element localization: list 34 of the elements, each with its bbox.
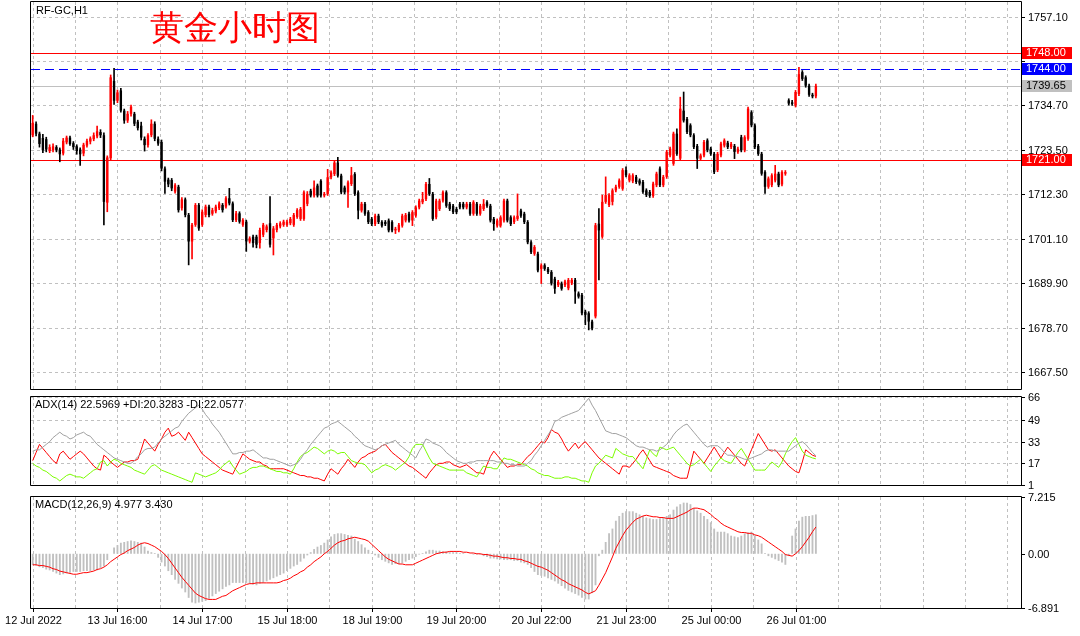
- y-tick-label: 1734.70: [1028, 98, 1068, 111]
- y-tick-label: 1678.70: [1028, 321, 1068, 334]
- x-tick-label: 12 Jul 2022: [5, 614, 62, 627]
- x-tick-label: 25 Jul 00:00: [681, 614, 742, 627]
- ref-line-label: 1721.00: [1026, 153, 1066, 166]
- y-tick-label: -6.891: [1028, 601, 1060, 614]
- x-tick-label: 18 Jul 19:00: [342, 614, 403, 627]
- x-tick-label: 15 Jul 18:00: [257, 614, 318, 627]
- y-tick-label: 1757.10: [1028, 10, 1068, 23]
- chart-title: MACD(12,26,9) 4.977 3.430: [35, 498, 173, 511]
- ref-line-label: 1744.00: [1026, 62, 1066, 75]
- ref-line-label: 1748.00: [1026, 46, 1066, 59]
- chart-title: ADX(14) 22.5969 +DI:20.3283 -DI:22.0577: [35, 398, 244, 411]
- y-tick-label: 1: [1028, 478, 1035, 491]
- x-tick-label: 14 Jul 17:00: [172, 614, 233, 627]
- x-tick-label: 19 Jul 20:00: [426, 614, 487, 627]
- y-tick-label: 49: [1028, 413, 1041, 426]
- x-tick-label: 21 Jul 23:00: [596, 614, 657, 627]
- y-tick-label: 66: [1028, 390, 1041, 403]
- x-tick-label: 26 Jul 01:00: [766, 614, 827, 627]
- y-tick-label: 7.215: [1028, 490, 1056, 503]
- y-tick-label: 1712.30: [1028, 187, 1068, 200]
- y-tick-label: 33: [1028, 435, 1041, 448]
- y-tick-label: 1667.50: [1028, 365, 1068, 378]
- y-tick-label: 17: [1028, 456, 1041, 469]
- y-tick-label: 1689.90: [1028, 276, 1068, 289]
- x-tick-label: 20 Jul 22:00: [511, 614, 572, 627]
- y-tick-label: 0.00: [1028, 547, 1050, 560]
- ref-line-label: 1739.65: [1026, 79, 1066, 92]
- y-tick-label: 1701.10: [1028, 232, 1068, 245]
- chart-title: 黄金小时图: [150, 9, 320, 47]
- y-tick-label: 1723.50: [1028, 143, 1068, 156]
- chart-subtitle: RF-GC,H1: [36, 4, 88, 17]
- x-tick-label: 13 Jul 16:00: [87, 614, 148, 627]
